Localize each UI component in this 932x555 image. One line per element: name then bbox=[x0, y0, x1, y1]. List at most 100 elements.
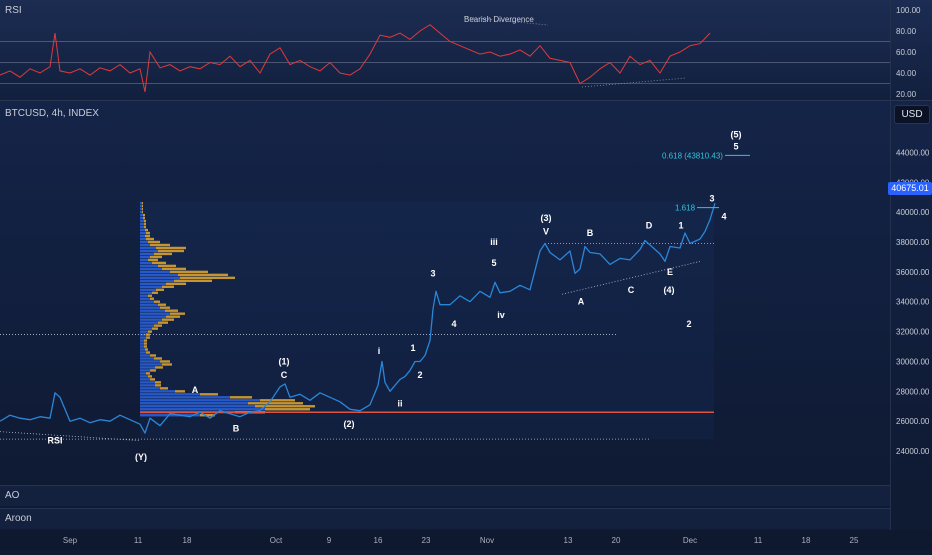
volume-profile-bar-up bbox=[140, 339, 144, 342]
volume-profile-bar-up bbox=[140, 378, 150, 381]
volume-profile-bar-up bbox=[140, 384, 155, 387]
price-pane: 44000.0042000.0040000.0038000.0036000.00… bbox=[0, 129, 930, 462]
volume-profile-bar-down bbox=[165, 309, 178, 312]
wave-label: A bbox=[192, 385, 199, 395]
wave-label: 5 bbox=[491, 258, 496, 268]
volume-profile-bar-up bbox=[140, 372, 146, 375]
rsi-tick-label: 100.00 bbox=[896, 6, 921, 15]
volume-profile-bar-up bbox=[140, 240, 148, 244]
volume-profile-bar-up bbox=[140, 243, 150, 247]
volume-profile-bar-up bbox=[140, 396, 230, 399]
wave-label: 2 bbox=[417, 370, 422, 380]
volume-profile-bar-down bbox=[178, 273, 228, 277]
volume-profile-bar-down bbox=[148, 294, 152, 297]
volume-profile-bar-up bbox=[140, 300, 154, 303]
rsi-pane-label: RSI bbox=[5, 5, 22, 16]
volume-profile-bar-down bbox=[150, 297, 154, 300]
volume-profile-bar-down bbox=[155, 366, 163, 369]
divergence-annotation: Bearish Divergence bbox=[464, 15, 534, 24]
volume-profile-bar-up bbox=[140, 414, 200, 417]
volume-profile-bar-down bbox=[160, 387, 168, 390]
volume-profile-bar-up bbox=[140, 342, 144, 345]
volume-profile-bar-up bbox=[140, 345, 144, 348]
volume-profile-bar-up bbox=[140, 321, 158, 324]
volume-profile-bar-down bbox=[143, 213, 145, 217]
volume-profile-bar-up bbox=[140, 255, 150, 259]
volume-profile-bar-up bbox=[140, 360, 160, 363]
aroon-pane[interactable]: Aroon bbox=[0, 508, 890, 529]
volume-profile-bar-up bbox=[140, 348, 145, 351]
volume-profile-bar-up bbox=[140, 249, 158, 253]
volume-profile-bar-down bbox=[162, 363, 172, 366]
volume-profile-bar-up bbox=[140, 237, 146, 241]
currency-button[interactable]: USD bbox=[894, 105, 930, 124]
volume-profile-bar-down bbox=[142, 201, 143, 205]
volume-profile-bar-down bbox=[154, 252, 172, 256]
volume-profile-bar-down bbox=[166, 282, 186, 286]
wave-label: i bbox=[378, 346, 381, 356]
wave-label: C bbox=[628, 285, 635, 295]
volume-profile-bar-up bbox=[140, 402, 248, 405]
volume-profile-bar-down bbox=[162, 285, 174, 288]
volume-profile-bar-down bbox=[155, 381, 161, 384]
volume-profile-bar-up bbox=[140, 363, 162, 366]
rsi-tick-label: 40.00 bbox=[896, 69, 917, 78]
volume-profile-bar-up bbox=[140, 222, 144, 226]
volume-profile-bar-up bbox=[140, 399, 260, 402]
volume-profile-bar-up bbox=[140, 288, 156, 291]
wave-label: E bbox=[667, 267, 673, 277]
time-tick-label: Sep bbox=[63, 536, 78, 545]
volume-profile-bar-down bbox=[145, 228, 148, 232]
volume-profile-bar-down bbox=[156, 288, 164, 291]
time-axis: Sep 11 18 Oct 9 16 23 Nov 13 20 Dec 11 18 25 bbox=[63, 536, 859, 545]
volume-profile-bar-up bbox=[140, 327, 152, 330]
volume-profile-bar-up bbox=[140, 225, 144, 229]
wave-label: A bbox=[578, 297, 585, 307]
price-tick-label: 26000.00 bbox=[896, 417, 930, 426]
volume-profile-bar-down bbox=[160, 360, 170, 363]
volume-profile-bar-down bbox=[148, 375, 152, 378]
time-tick-label: 23 bbox=[422, 536, 431, 545]
volume-profile-bar-up bbox=[140, 408, 265, 411]
volume-profile-bar-down bbox=[265, 408, 310, 411]
fib-level-label: 0.618 (43810.43) bbox=[662, 151, 723, 160]
volume-profile-bar-down bbox=[142, 207, 143, 211]
wave-label: (5) bbox=[731, 129, 742, 139]
volume-profile-bar-up bbox=[140, 258, 148, 262]
volume-profile-bar-up bbox=[140, 210, 142, 214]
volume-profile-bar-up bbox=[140, 354, 150, 357]
ao-pane[interactable]: AO bbox=[0, 485, 890, 506]
volume-profile-bar-up bbox=[140, 393, 200, 396]
volume-profile-bar-up bbox=[140, 309, 165, 312]
rsi-tick-label: 20.00 bbox=[896, 90, 917, 99]
wave-label: 4 bbox=[721, 212, 726, 222]
volume-profile-bar-up bbox=[140, 246, 156, 250]
wave-label: iii bbox=[490, 237, 498, 247]
volume-profile-bar-up bbox=[140, 333, 146, 336]
volume-profile-bar-up bbox=[140, 357, 154, 360]
volume-profile-bar-up bbox=[140, 315, 166, 318]
volume-profile-bar-down bbox=[150, 354, 156, 357]
time-tick-label: 18 bbox=[802, 536, 811, 545]
volume-profile-bar-up bbox=[140, 303, 158, 306]
wave-label: D bbox=[646, 221, 653, 231]
time-tick-label: 20 bbox=[612, 536, 621, 545]
time-tick-label: 11 bbox=[754, 536, 763, 545]
volume-profile-bar-up bbox=[140, 351, 146, 354]
time-tick-label: Dec bbox=[683, 536, 697, 545]
time-tick-label: 11 bbox=[134, 536, 143, 545]
volume-profile-bar-up bbox=[140, 324, 154, 327]
volume-profile-bar-up bbox=[140, 273, 178, 277]
volume-profile-bar-down bbox=[166, 315, 180, 318]
symbol-title[interactable]: BTCUSD, 4h, INDEX bbox=[5, 108, 99, 119]
volume-profile-bar-down bbox=[145, 348, 148, 351]
last-price-tag: 40675.01 bbox=[888, 182, 932, 195]
price-tick-label: 38000.00 bbox=[896, 238, 930, 247]
volume-profile-bar-down bbox=[146, 231, 150, 235]
volume-profile-bar-down bbox=[150, 378, 155, 381]
volume-profile-bar-up bbox=[140, 213, 143, 217]
price-tick-label: 36000.00 bbox=[896, 268, 930, 277]
wave-label: 2 bbox=[686, 319, 691, 329]
